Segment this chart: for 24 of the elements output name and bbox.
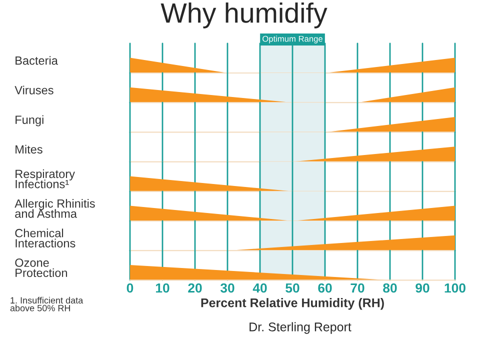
y-axis-title: Viruses [14, 86, 54, 94]
x-tick-label: 100 [444, 283, 466, 293]
y-axis-title: Chemical Interactions [15, 228, 76, 248]
x-tick-label: 10 [156, 283, 170, 293]
x-tick-label: 0 [126, 283, 134, 293]
y-axis-title: Bacteria [16, 56, 58, 65]
y-axis-title: Respiratory Infections¹ [16, 169, 75, 188]
x-axis-title: Percent Relative Humidity (RH) [201, 298, 384, 310]
y-axis-title: Fungi [16, 115, 44, 126]
band-label: Optimum Range [262, 36, 322, 44]
y-axis-title: Allergic Rhinitis and Asthma [14, 199, 95, 218]
x-tick-label: 20 [188, 283, 202, 293]
x-tick-label: 50 [286, 283, 300, 293]
text: Dr. Sterling Report [250, 322, 352, 334]
text: 1. Insufficient data above 50% RH [10, 296, 84, 312]
x-tick-label: 70 [350, 283, 364, 293]
x-tick-label: 90 [416, 283, 430, 293]
chart-title: Why humidify [160, 2, 328, 28]
x-tick-label: 30 [220, 283, 234, 293]
x-tick-label: 60 [318, 283, 332, 293]
x-tick-label: 80 [383, 283, 397, 293]
y-axis-title: Mites [16, 144, 42, 154]
x-tick-label: 40 [252, 283, 267, 293]
y-axis-title: Ozone Protection [15, 258, 68, 278]
